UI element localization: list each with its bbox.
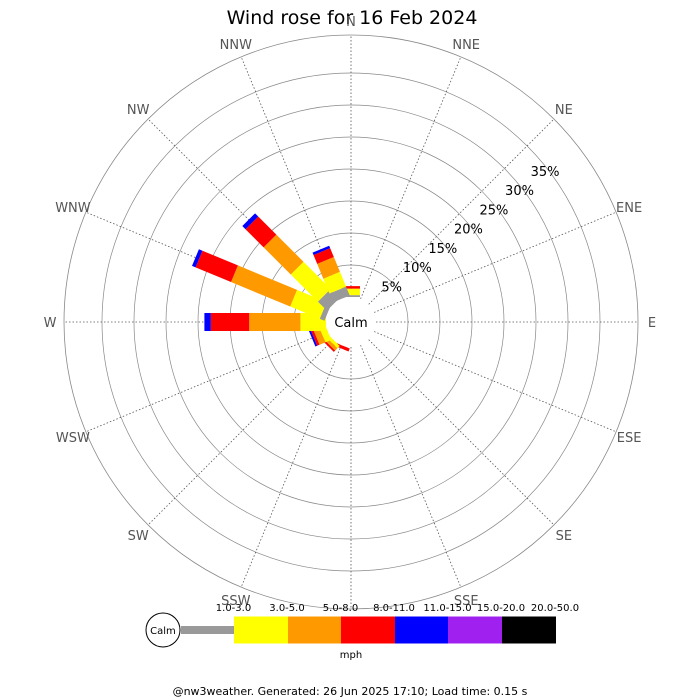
ring-label: 35% — [531, 165, 560, 180]
ring-label: 5% — [381, 280, 402, 295]
bar-nnw-11.0-15.0 — [312, 245, 331, 256]
legend-range-label: 20.0-50.0 — [531, 603, 579, 614]
grid-spoke — [373, 211, 617, 313]
legend-swatch-11.0-15.0 — [395, 616, 448, 644]
legend-swatch-8.0-11.0 — [341, 616, 395, 644]
ring-label: 30% — [505, 184, 534, 199]
bar-w-11.0-15.0 — [204, 313, 211, 331]
ring-label: 20% — [454, 223, 483, 238]
direction-label-ene: ENE — [616, 201, 642, 216]
legend-swatch-3.0-5.0 — [234, 616, 288, 644]
grid-spoke — [240, 56, 342, 300]
chart-title: Wind rose for 16 Feb 2024 — [227, 7, 478, 29]
direction-label-wsw: WSW — [56, 431, 90, 446]
legend-range-label: 3.0-5.0 — [269, 603, 304, 614]
direction-label-w: W — [44, 316, 57, 331]
legend-calm-label: Calm — [150, 626, 176, 637]
legend-range-label: 5.0-8.0 — [323, 603, 358, 614]
direction-label-n: N — [346, 15, 356, 30]
calm-label: Calm — [334, 316, 367, 331]
bar-w-5.0-8.0 — [249, 313, 301, 331]
grid-spoke — [360, 344, 462, 588]
calm-center: Calm — [326, 297, 376, 347]
bar-nnw-3.0-5.0 — [323, 271, 347, 294]
grid-ring — [133, 104, 569, 540]
calm-circle — [326, 297, 376, 347]
direction-label-sw: SW — [128, 529, 149, 544]
grid-spoke — [360, 56, 462, 300]
bar-nnw-5.0-8.0 — [317, 257, 340, 279]
ring-label: 15% — [428, 242, 457, 257]
direction-label-ssw: SSW — [221, 594, 251, 609]
direction-label-se: SE — [556, 529, 572, 544]
grid-spoke — [147, 339, 334, 526]
bar-w-8.0-11.0 — [210, 313, 250, 331]
legend-swatch-20.0-50.0 — [502, 616, 556, 644]
legend-range-label: 1.0-3.0 — [216, 603, 251, 614]
legend-swatch-15.0-20.0 — [448, 616, 502, 644]
direction-label-ne: NE — [555, 103, 573, 118]
footer-text: @nw3weather. Generated: 26 Jun 2025 17:1… — [173, 685, 528, 698]
grid-ring — [197, 168, 505, 476]
bar-wsw-8.0-11.0 — [310, 328, 320, 346]
legend-swatch-1.0-3.0 — [181, 626, 234, 634]
ring-label: 25% — [480, 203, 509, 218]
bar-wnw-8.0-11.0 — [195, 250, 238, 283]
direction-label-ese: ESE — [617, 431, 642, 446]
wind-bars — [192, 213, 360, 352]
legend-range-label: 8.0-11.0 — [373, 603, 415, 614]
grid-spoke — [368, 339, 555, 526]
legend-unit: mph — [340, 650, 362, 661]
direction-labels: NNNENEENEEESESESSESSSWSWWSWWWNWNWNNW — [44, 15, 657, 632]
grid-spoke — [240, 344, 342, 588]
bar-nnw-1.0-3.0 — [329, 286, 350, 303]
ring-labels: 5%10% 15% 20% 25% 30% 35% — [381, 165, 559, 296]
polar-grid — [63, 34, 639, 610]
bar-wnw-5.0-8.0 — [231, 265, 298, 307]
direction-label-nw: NW — [127, 103, 150, 118]
legend-swatch-5.0-8.0 — [288, 616, 341, 644]
direction-label-wnw: WNW — [55, 201, 91, 216]
grid-spoke — [85, 331, 329, 433]
legend-calm-circle — [145, 612, 181, 648]
bar-nw-5.0-8.0 — [263, 234, 304, 275]
grid-ring — [165, 136, 537, 508]
bar-nw-8.0-11.0 — [245, 216, 277, 248]
grid-spoke — [373, 331, 617, 433]
bar-wnw-3.0-5.0 — [290, 289, 327, 319]
direction-label-sse: SSE — [454, 594, 479, 609]
speed-legend: Calm mph 1.0-3.0 3.0-5.0 5.0-8.0 8.0-11.0 11… — [145, 603, 579, 661]
bar-wnw-11.0-15.0 — [192, 249, 203, 268]
grid-spoke — [147, 118, 334, 305]
ring-label: 10% — [403, 261, 432, 276]
bar-nnw-8.0-11.0 — [313, 248, 334, 264]
direction-label-nne: NNE — [452, 38, 480, 53]
direction-label-e: E — [648, 316, 656, 331]
legend-range-label: 11.0-15.0 — [423, 603, 471, 614]
bar-wsw-11.0-15.0 — [308, 329, 318, 347]
bar-nw-11.0-15.0 — [242, 213, 259, 230]
bar-nw-3.0-5.0 — [290, 261, 331, 302]
grid-outer-ring — [63, 34, 639, 610]
legend-range-label: 15.0-20.0 — [477, 603, 525, 614]
direction-label-nnw: NNW — [220, 38, 252, 53]
grid-spoke — [368, 118, 555, 305]
